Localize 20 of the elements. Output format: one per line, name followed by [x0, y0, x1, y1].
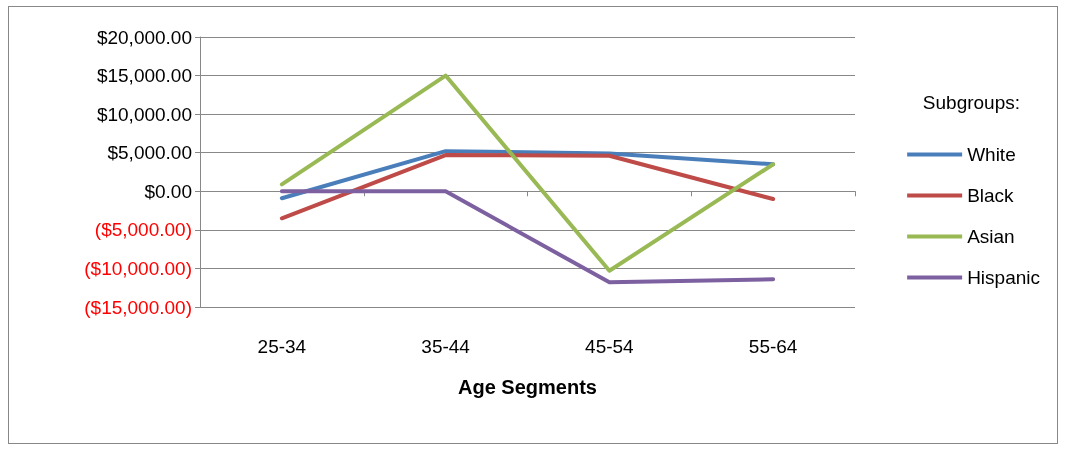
legend-label: White	[967, 144, 1016, 165]
y-tick-label: ($10,000.00)	[84, 257, 192, 279]
x-tick-label: 45-54	[585, 336, 635, 357]
x-axis-title: Age Segments	[458, 376, 597, 398]
y-tick-label: $15,000.00	[96, 65, 192, 87]
x-tick-label: 55-64	[748, 336, 798, 357]
legend-label: Hispanic	[967, 267, 1041, 288]
x-tick-label: 35-44	[421, 336, 471, 357]
y-tick-label: $10,000.00	[96, 103, 192, 125]
y-tick-label: $5,000.00	[107, 142, 192, 164]
y-tick-label: ($15,000.00)	[84, 296, 192, 318]
y-tick-label: ($5,000.00)	[94, 219, 192, 241]
legend-label: Black	[967, 185, 1015, 206]
line-series	[279, 73, 776, 273]
y-tick-label: $20,000.00	[96, 26, 192, 48]
x-tick-label: 25-34	[257, 336, 307, 357]
legend-label: Asian	[967, 226, 1015, 247]
legend-title: Subgroups:	[922, 92, 1021, 113]
y-tick-label: $0.00	[144, 180, 192, 202]
line-series	[279, 153, 776, 221]
